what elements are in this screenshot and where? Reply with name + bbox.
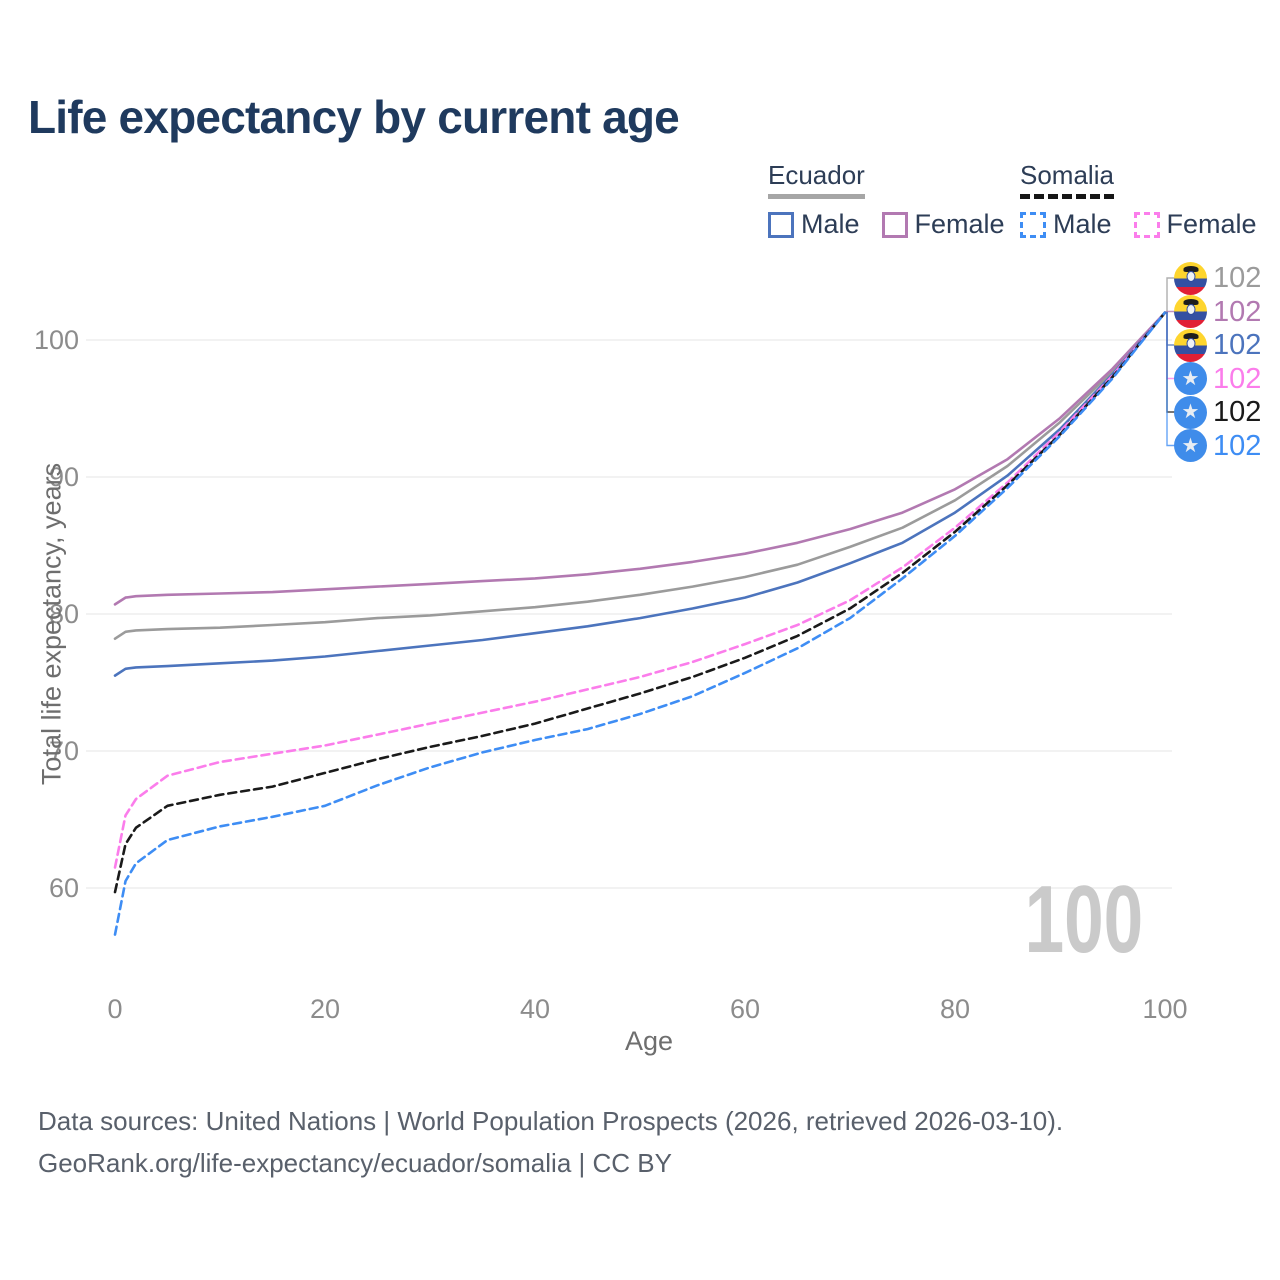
x-axis-title: Age: [624, 1026, 674, 1056]
somalia-flag-icon[interactable]: ★: [1174, 429, 1207, 462]
x-tick-label: 20: [310, 994, 340, 1024]
x-tick-label: 0: [107, 994, 122, 1024]
series-end-value-ecuador-male: 102: [1213, 329, 1262, 361]
series-end-value-somalia-both: 102: [1213, 396, 1262, 428]
y-tick-label: 100: [34, 325, 79, 355]
legend-label: Male: [1053, 209, 1112, 239]
y-tick-label: 60: [49, 873, 79, 903]
legend-item-somalia-female[interactable]: Female: [1133, 209, 1257, 240]
dashed-pink-line-swatch-icon: [1133, 211, 1160, 238]
star-icon: ★: [1181, 401, 1200, 423]
page-title: Life expectancy by current age: [28, 91, 680, 143]
star-icon: ★: [1181, 434, 1200, 457]
footer-attribution: GeoRank.org/life-expectancy/ecuador/soma…: [38, 1148, 672, 1178]
x-tick-label: 100: [1142, 994, 1187, 1024]
solid-purple-line-swatch-icon: [881, 211, 908, 238]
series-end-value-ecuador-female: 102: [1213, 295, 1262, 328]
somalia-flag-icon[interactable]: ★: [1174, 395, 1207, 429]
ecuador-flag-icon[interactable]: [1174, 261, 1207, 295]
series-line-ecuador-male[interactable]: [113, 311, 1167, 677]
ecuador-flag-icon[interactable]: [1174, 295, 1207, 328]
legend-row-ecuador: Male Female: [768, 209, 1005, 240]
legend-label: Female: [1166, 209, 1257, 239]
legend-group-ecuador: Ecuador Male Female: [768, 160, 1005, 240]
series-end-value-somalia-male: 102: [1213, 429, 1262, 462]
legend-label: Male: [801, 209, 860, 239]
series-line-somalia-both[interactable]: [113, 311, 1167, 894]
y-tick-label: 80: [49, 599, 79, 629]
legend-country-ecuador[interactable]: Ecuador: [768, 160, 865, 199]
series-line-ecuador-female[interactable]: [113, 311, 1167, 606]
footer: Data sources: United Nations | World Pop…: [38, 1106, 1063, 1190]
y-tick-label: 70: [49, 736, 79, 766]
ecuador-flag-icon[interactable]: [1174, 328, 1207, 362]
y-tick-label: 90: [49, 462, 79, 492]
legend-group-somalia: Somalia Male Female: [1020, 160, 1257, 240]
legend-item-ecuador-female[interactable]: Female: [881, 209, 1005, 240]
series-end-value-ecuador-both: 102: [1213, 262, 1262, 294]
legend-item-somalia-male[interactable]: Male: [1020, 209, 1112, 240]
legend-label: Female: [914, 209, 1005, 239]
x-tick-label: 80: [940, 994, 970, 1024]
somalia-flag-icon[interactable]: ★: [1174, 362, 1207, 395]
series-line-somalia-male[interactable]: [113, 311, 1167, 936]
x-tick-label: 40: [520, 994, 550, 1024]
solid-blue-line-swatch-icon: [768, 211, 794, 238]
footer-sources: Data sources: United Nations | World Pop…: [38, 1106, 1064, 1136]
legend-item-ecuador-male[interactable]: Male: [768, 209, 860, 240]
star-icon: ★: [1181, 367, 1200, 390]
legend-row-somalia: Male Female: [1020, 209, 1257, 240]
series-end-value-somalia-female: 102: [1213, 362, 1262, 395]
leader-line-somalia-male: [1165, 311, 1176, 447]
x-tick-label: 60: [730, 994, 760, 1024]
series-line-somalia-female[interactable]: [113, 311, 1167, 869]
y-axis-title: Total life expectancy, years: [36, 462, 67, 786]
dashed-blue-line-swatch-icon: [1020, 211, 1046, 238]
series-line-ecuador-both[interactable]: [113, 311, 1167, 641]
legend-country-somalia[interactable]: Somalia: [1020, 160, 1114, 199]
age-frame-watermark: 100: [1024, 866, 1143, 973]
